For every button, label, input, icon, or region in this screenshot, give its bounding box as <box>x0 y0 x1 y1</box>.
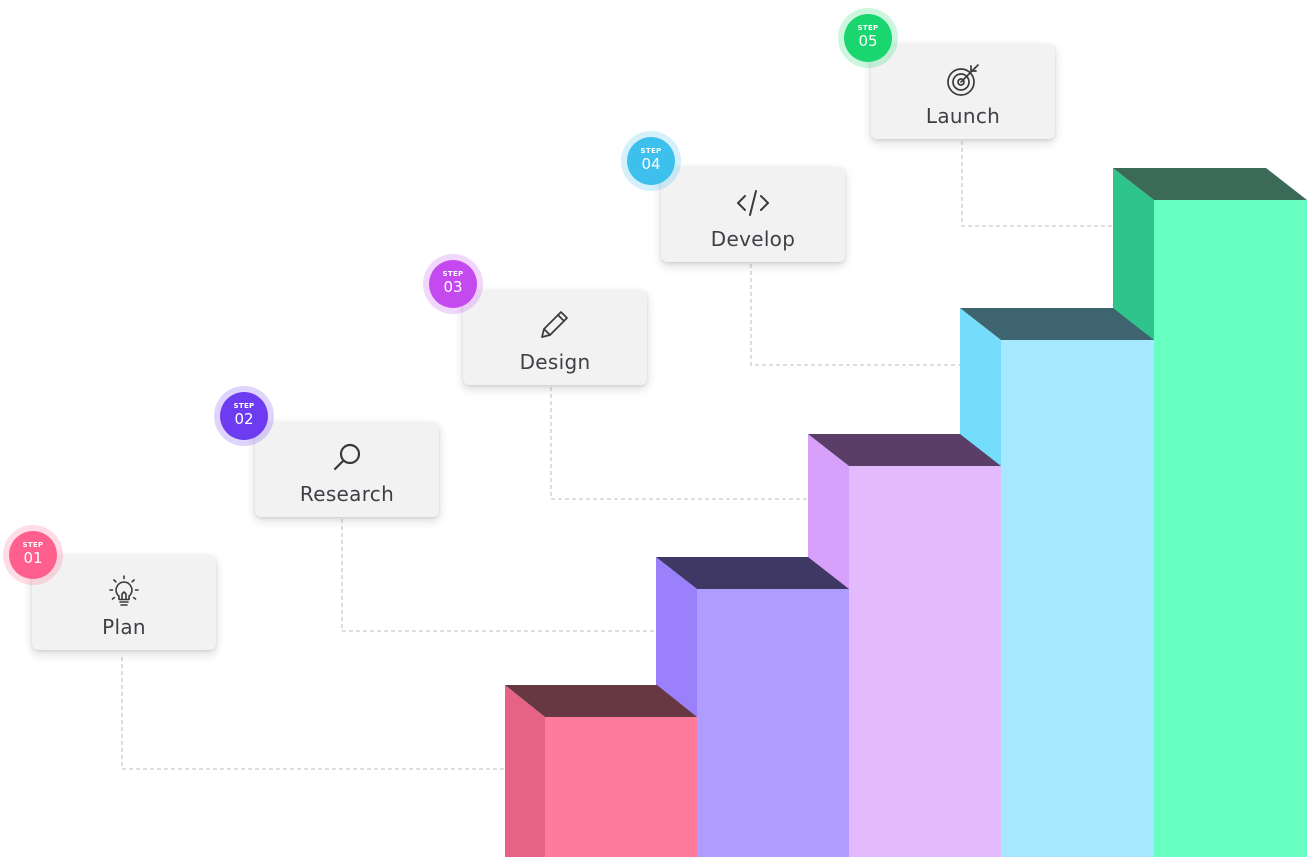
badge-step-label: STEP <box>233 402 255 410</box>
badge-step-number: 05 <box>858 32 878 50</box>
step-card-research: Research <box>255 422 439 517</box>
badge-step-label: STEP <box>442 270 464 278</box>
bar-top-face <box>505 685 697 717</box>
step-card-design: Design <box>463 290 647 385</box>
badge-step-number: 01 <box>23 549 43 567</box>
connector-lines <box>121 141 1113 770</box>
bar-top-face <box>960 308 1154 340</box>
lightbulb-icon <box>106 573 142 609</box>
bar-front-face <box>697 589 849 857</box>
bar-front-face <box>849 466 1001 857</box>
bar-front-face <box>1001 340 1154 857</box>
badge-step-label: STEP <box>640 147 662 155</box>
badge-step-number: 02 <box>234 410 254 428</box>
step-label: Design <box>519 350 591 374</box>
step-card-develop: Develop <box>661 167 845 262</box>
connector-line-design <box>550 387 808 500</box>
step-badge-01: STEP 01 <box>9 531 57 579</box>
pencil-icon <box>537 308 573 344</box>
step-badge-04: STEP 04 <box>627 137 675 185</box>
code-icon <box>735 185 771 221</box>
connector-line-develop <box>750 264 960 366</box>
badge-step-label: STEP <box>857 24 879 32</box>
step-card-plan: Plan <box>32 555 216 650</box>
staircase-bars <box>505 168 1307 857</box>
connector-line-research <box>341 519 656 632</box>
bar-front-face <box>1154 200 1307 857</box>
badge-step-number: 04 <box>641 155 661 173</box>
bar-front-face <box>545 717 697 857</box>
step-badge-02: STEP 02 <box>220 392 268 440</box>
bar-plan <box>505 685 697 857</box>
step-label: Develop <box>710 227 796 251</box>
step-badge-03: STEP 03 <box>429 260 477 308</box>
connector-line-plan <box>121 657 505 770</box>
connector-line-launch <box>961 141 1113 227</box>
bar-side-face <box>505 685 545 857</box>
bar-top-face <box>656 557 849 589</box>
search-icon <box>329 440 365 476</box>
step-card-launch: Launch <box>871 44 1055 139</box>
step-label: Research <box>299 482 395 506</box>
badge-step-label: STEP <box>22 541 44 549</box>
step-label: Plan <box>102 615 146 639</box>
bar-top-face <box>1113 168 1307 200</box>
bar-top-face <box>808 434 1001 466</box>
step-label: Launch <box>925 104 1001 128</box>
badge-step-number: 03 <box>443 278 463 296</box>
step-badge-05: STEP 05 <box>844 14 892 62</box>
target-icon <box>945 62 981 98</box>
